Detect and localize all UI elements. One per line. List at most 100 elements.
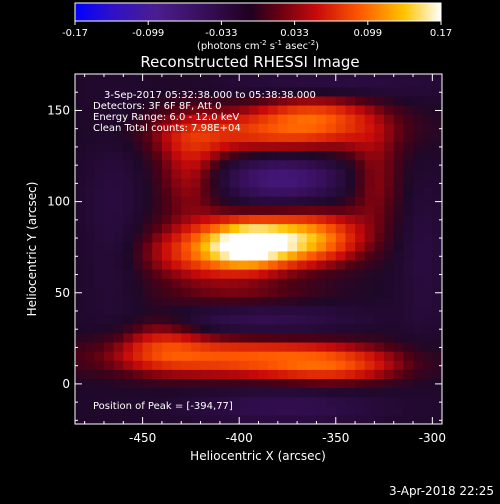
heatmap-cell [364,305,375,316]
heatmap-cell [171,341,182,352]
heatmap-cell [316,259,327,270]
heatmap-cell [219,86,231,97]
heatmap-cell [84,177,95,188]
heatmap-cell [306,205,318,215]
heatmap-cell [422,305,433,316]
heatmap-cell [403,187,414,197]
heatmap-cell [384,396,395,407]
heatmap-cell [403,341,414,352]
heatmap-cell [181,378,192,389]
heatmap-cell [268,405,279,416]
heatmap-cell [268,332,279,343]
heatmap-cell [239,396,250,407]
heatmap-cell [355,414,366,424]
heatmap-cell [161,341,173,352]
heatmap-cell [297,150,308,161]
y-tick-label: 150 [47,103,70,117]
heatmap-cell [258,259,269,270]
heatmap-cell [229,314,240,325]
heatmap-cell [316,86,327,97]
heatmap-cell [287,287,298,297]
heatmap-cell [152,332,163,343]
heatmap-cell [413,241,424,252]
heatmap-cell [132,114,144,124]
heatmap-cell [413,414,424,424]
heatmap-cell [413,168,424,179]
heatmap-cell [75,250,86,261]
heatmap-cell [200,187,211,197]
heatmap-cell [171,159,182,170]
heatmap-cell [103,287,115,297]
heatmap-cell [190,296,202,307]
heatmap-cell [258,132,269,143]
heatmap-cell [316,314,327,325]
heatmap-cell [316,74,327,79]
heatmap-cell [113,241,124,252]
heatmap-cell [181,205,192,215]
heatmap-cell [393,351,404,361]
heatmap-cell [403,223,414,234]
heatmap-cell [258,387,269,398]
heatmap-cell [161,74,173,79]
heatmap-cell [161,95,173,106]
heatmap-cell [364,278,375,288]
heatmap-cell [297,123,308,133]
heatmap-cell [403,159,414,170]
heatmap-cell [84,241,95,252]
heatmap-cell [229,177,240,188]
heatmap-cell [239,196,250,206]
heatmap-cell [181,241,192,252]
heatmap-cell [316,159,327,170]
heatmap-cell [258,360,269,370]
heatmap-cell [200,269,211,279]
heatmap-cell [161,351,173,361]
heatmap-cell [287,159,298,170]
heatmap-cell [113,150,124,161]
heatmap-cell [229,232,240,243]
heatmap-cell [384,123,395,133]
heatmap-cell [277,241,289,252]
heatmap-cell [152,269,163,279]
heatmap-cell [335,296,347,307]
heatmap-cell [152,223,163,234]
heatmap-cell [190,378,202,389]
heatmap-cell [171,278,182,288]
heatmap-cell [258,223,269,234]
heatmap-cell [132,223,144,234]
heatmap-cell [113,132,124,143]
heatmap-cell [355,378,366,389]
heatmap-cell [413,296,424,307]
heatmap-cell [306,95,318,106]
heatmap-cell [75,296,86,307]
heatmap-cell [142,287,153,297]
heatmap-cell [364,259,375,270]
heatmap-cell [142,104,153,115]
heatmap-cell [142,278,153,288]
heatmap-cell [432,86,442,97]
heatmap-cell [277,168,289,179]
heatmap-cell [210,159,221,170]
heatmap-cell [219,159,231,170]
heatmap-cell [326,287,337,297]
heatmap-cell [239,323,250,334]
heatmap-cell [306,369,318,380]
heatmap-cell [403,241,414,252]
heatmap-cell [181,369,192,380]
heatmap-cell [142,323,153,334]
heatmap-cell [219,259,231,270]
heatmap-cell [422,86,433,97]
heatmap-cell [75,278,86,288]
heatmap-cell [248,223,260,234]
heatmap-cell [210,250,221,261]
heatmap-cell [181,214,192,225]
heatmap-cell [326,269,337,279]
heatmap-cell [113,287,124,297]
heatmap-cell [103,296,115,307]
heatmap-cell [393,278,404,288]
heatmap-cell [432,187,442,197]
heatmap-cell [190,369,202,380]
heatmap-cell [432,232,442,243]
heatmap-cell [277,104,289,115]
heatmap-cell [268,86,279,97]
heatmap-cell [306,387,318,398]
